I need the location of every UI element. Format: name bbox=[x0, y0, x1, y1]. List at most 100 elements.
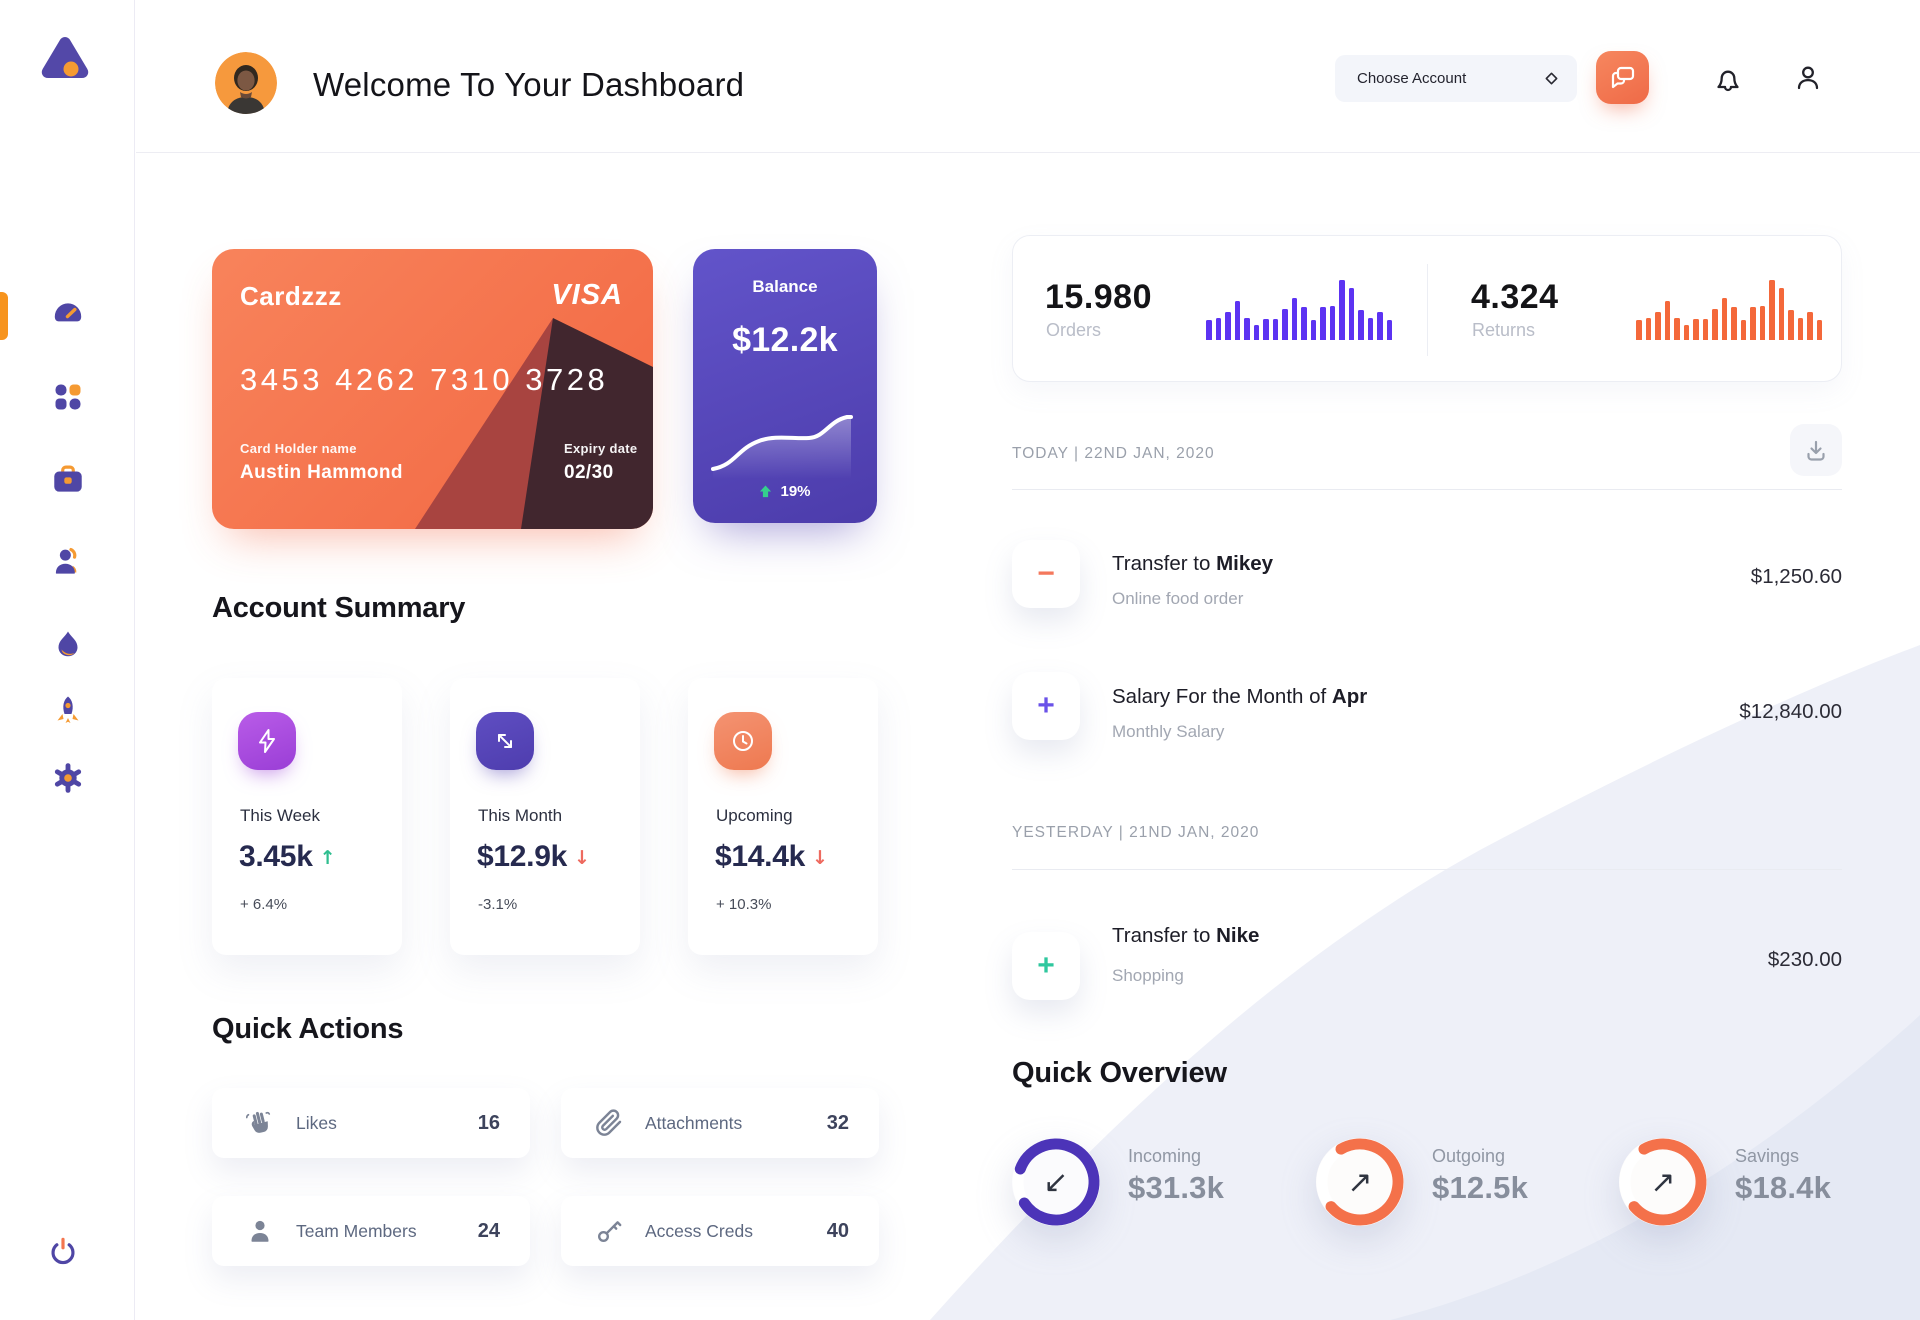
sidebar-item-dashboard[interactable] bbox=[45, 292, 91, 338]
app-logo[interactable] bbox=[33, 32, 97, 94]
orders-bar-chart bbox=[1206, 280, 1396, 340]
balance-card[interactable]: Balance $12.2k 19% bbox=[693, 249, 877, 523]
sidebar-item-launch[interactable] bbox=[45, 688, 91, 734]
transaction-icon-plus: + bbox=[1012, 672, 1080, 740]
stats-divider bbox=[1427, 264, 1428, 356]
card-expiry: Expiry date 02/30 bbox=[564, 441, 637, 484]
balance-value: $12.2k bbox=[732, 321, 838, 359]
sidebar-item-trending[interactable] bbox=[45, 622, 91, 668]
gauge-label: Incoming bbox=[1128, 1146, 1202, 1166]
users-icon bbox=[55, 547, 77, 574]
minus-icon: − bbox=[1037, 557, 1055, 590]
active-nav-indicator bbox=[0, 292, 8, 340]
download-button[interactable] bbox=[1790, 424, 1842, 476]
divider bbox=[1012, 489, 1842, 490]
expiry-value: 02/30 bbox=[564, 462, 614, 483]
choose-account-dropdown[interactable]: Choose Account bbox=[1335, 55, 1577, 102]
summary-card-this-month[interactable]: This Month $12.9k ↓ -3.1% bbox=[450, 678, 640, 955]
quick-action-likes[interactable]: Likes 16 bbox=[212, 1088, 530, 1158]
sidebar-item-work[interactable] bbox=[45, 457, 91, 503]
clock-icon bbox=[714, 712, 772, 770]
plus-icon: + bbox=[1037, 949, 1055, 982]
summary-card-upcoming[interactable]: Upcoming $14.4k ↓ + 10.3% bbox=[688, 678, 878, 955]
rocket-icon bbox=[57, 696, 79, 723]
sidebar-item-settings[interactable] bbox=[45, 755, 91, 801]
arrow-up-icon bbox=[760, 485, 772, 498]
returns-bar-chart bbox=[1636, 280, 1826, 340]
gauge-value: $12.5k bbox=[1432, 1170, 1529, 1205]
download-icon bbox=[1807, 440, 1825, 461]
quick-action-count: 16 bbox=[477, 1111, 500, 1134]
key-icon bbox=[595, 1217, 623, 1245]
summary-change: -3.1% bbox=[478, 896, 518, 913]
transaction-title: Transfer to Nike bbox=[1112, 924, 1260, 947]
arrows-icon bbox=[476, 712, 534, 770]
logout-button[interactable] bbox=[46, 1234, 84, 1272]
summary-value: $14.4k bbox=[715, 840, 805, 873]
card-name: Cardzzz bbox=[240, 281, 342, 311]
user-avatar[interactable] bbox=[215, 52, 277, 114]
profile-button[interactable] bbox=[1792, 62, 1824, 94]
visa-logo: VISA bbox=[551, 279, 623, 311]
card-number: 3453 4262 7310 3728 bbox=[240, 362, 609, 397]
credit-card[interactable]: Cardzzz VISA 3453 4262 7310 3728 Card Ho… bbox=[212, 249, 653, 529]
hand-wave-icon bbox=[245, 1109, 274, 1137]
orders-returns-card: 15.980 Orders 4.324 Returns bbox=[1012, 235, 1842, 382]
messages-button[interactable] bbox=[1596, 51, 1649, 104]
quick-action-count: 24 bbox=[477, 1219, 500, 1242]
transaction-icon-minus: − bbox=[1012, 540, 1080, 608]
summary-card-this-week[interactable]: This Week 3.45k ↑ + 6.4% bbox=[212, 678, 402, 955]
flame-icon bbox=[58, 631, 78, 657]
plus-icon: + bbox=[1037, 689, 1055, 722]
quick-action-access-creds[interactable]: Access Creds 40 bbox=[561, 1196, 879, 1266]
triangle-logo-icon bbox=[41, 37, 89, 78]
quick-action-label: Access Creds bbox=[645, 1220, 753, 1241]
quick-action-attachments[interactable]: Attachments 32 bbox=[561, 1088, 879, 1158]
trend-down-icon: ↓ bbox=[811, 847, 828, 869]
summary-change: + 6.4% bbox=[240, 896, 288, 913]
quick-action-label: Likes bbox=[296, 1112, 337, 1133]
quick-action-team-members[interactable]: Team Members 24 bbox=[212, 1196, 530, 1266]
trend-down-icon: ↓ bbox=[573, 847, 590, 869]
chat-bubbles-icon bbox=[1611, 66, 1634, 88]
notifications-button[interactable] bbox=[1712, 62, 1744, 94]
expiry-label: Expiry date bbox=[564, 441, 638, 456]
summary-value: 3.45k bbox=[239, 840, 313, 873]
avatar-photo bbox=[215, 52, 277, 114]
arrow-up-right-icon: ↗ bbox=[1650, 1164, 1676, 1200]
choose-account-label: Choose Account bbox=[1357, 70, 1467, 87]
savings-gauge: ↗ bbox=[1613, 1132, 1713, 1232]
gauge-value: $18.4k bbox=[1735, 1170, 1832, 1205]
returns-value: 4.324 bbox=[1471, 278, 1559, 316]
briefcase-icon bbox=[54, 465, 82, 492]
lightning-icon bbox=[238, 712, 296, 770]
divider bbox=[1012, 869, 1842, 870]
balance-sparkline bbox=[711, 415, 853, 479]
transaction-subtitle: Online food order bbox=[1112, 589, 1244, 608]
arrow-up-right-icon: ↗ bbox=[1347, 1164, 1373, 1200]
trend-up-icon: ↑ bbox=[319, 847, 336, 869]
summary-label: This Week bbox=[240, 806, 320, 825]
transaction-amount: $1,250.60 bbox=[1750, 565, 1842, 588]
yesterday-date-label: YESTERDAY | 21ND JAN, 2020 bbox=[1012, 824, 1260, 841]
transaction-title: Transfer to Mikey bbox=[1112, 552, 1274, 575]
paperclip-icon bbox=[595, 1109, 623, 1137]
gauge-label: Outgoing bbox=[1432, 1146, 1506, 1166]
sidebar-item-apps[interactable] bbox=[45, 374, 91, 420]
incoming-gauge: ↙ bbox=[1006, 1132, 1106, 1232]
outgoing-gauge: ↗ bbox=[1310, 1132, 1410, 1232]
summary-label: Upcoming bbox=[716, 806, 793, 825]
quick-action-label: Team Members bbox=[296, 1220, 417, 1241]
header-divider bbox=[136, 152, 1920, 153]
card-pyramid-decoration bbox=[415, 318, 653, 529]
sidebar-item-team[interactable] bbox=[45, 539, 91, 585]
dashboard-gauge-icon bbox=[54, 303, 82, 322]
transaction-amount: $12,840.00 bbox=[1739, 700, 1842, 723]
page-title: Welcome To Your Dashboard bbox=[313, 66, 745, 103]
gauge-label: Savings bbox=[1735, 1146, 1800, 1166]
account-summary-title: Account Summary bbox=[212, 592, 466, 624]
quick-action-count: 40 bbox=[826, 1219, 849, 1242]
summary-value: $12.9k bbox=[477, 840, 567, 873]
transaction-subtitle: Monthly Salary bbox=[1112, 722, 1225, 741]
